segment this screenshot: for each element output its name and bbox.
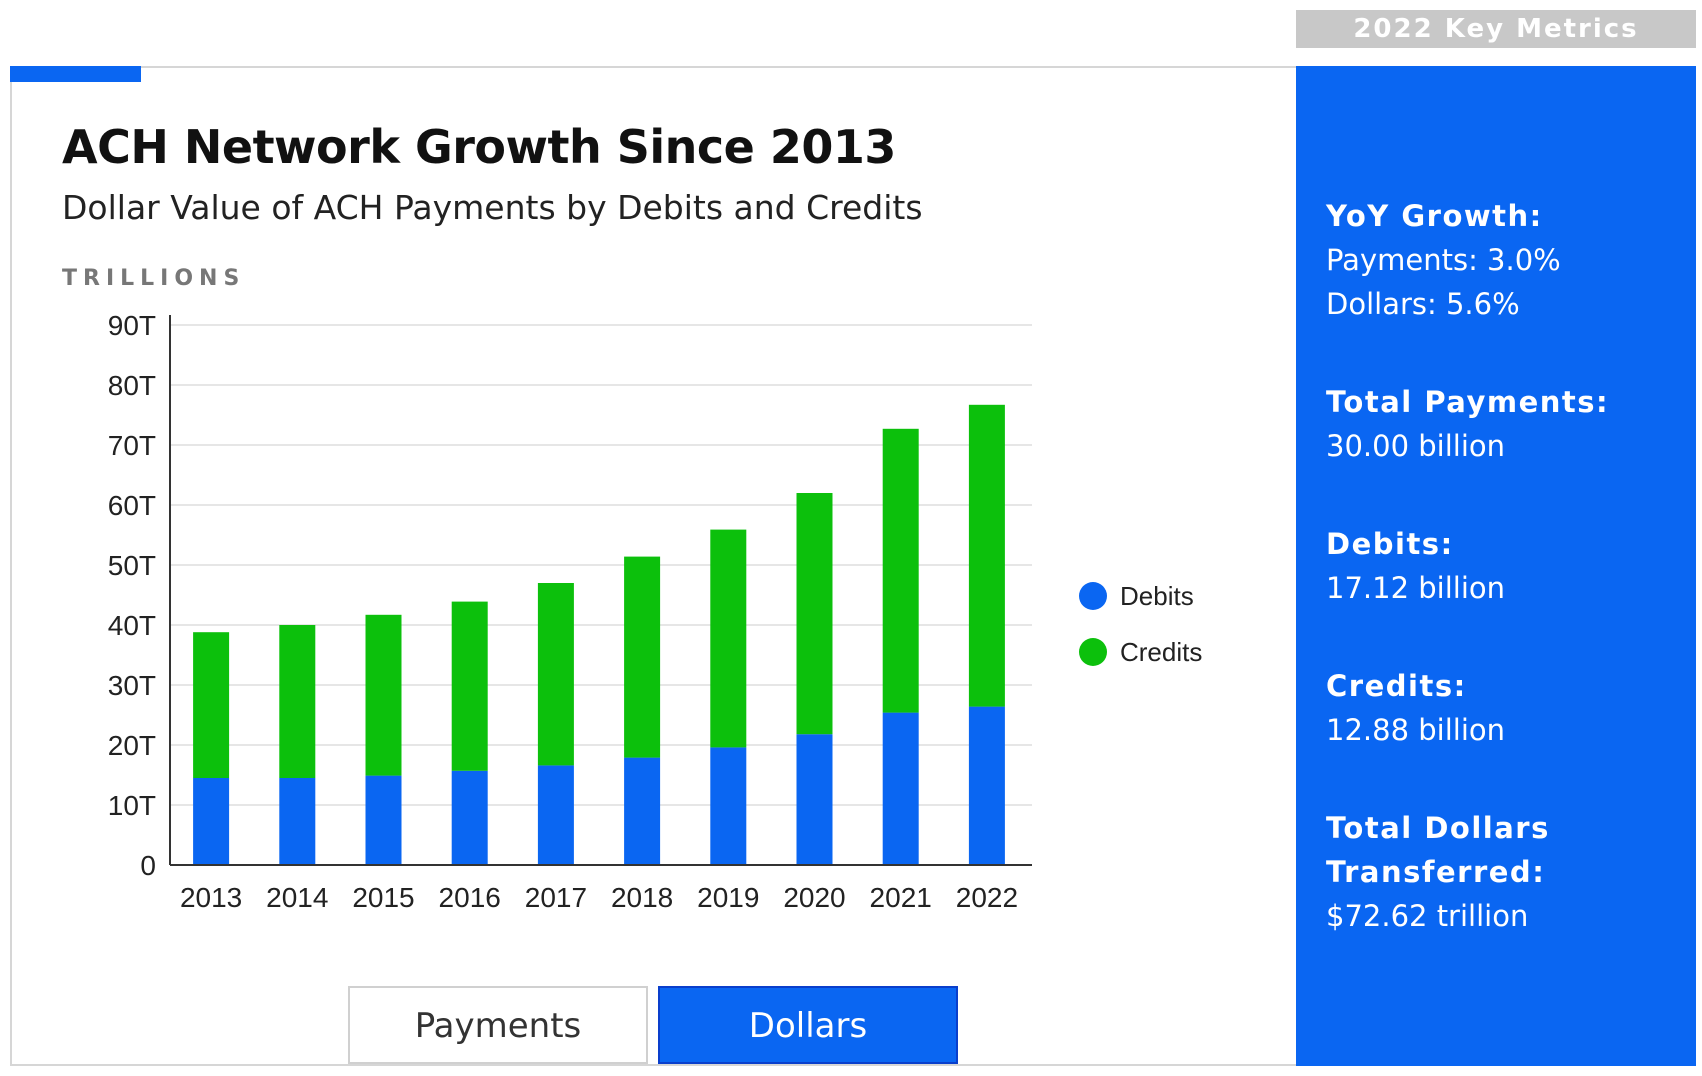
legend-marker-credits [1079, 638, 1107, 666]
chart-subtitle: Dollar Value of ACH Payments by Debits a… [62, 188, 923, 227]
x-tick-label: 2019 [697, 882, 759, 913]
bar-debits-2019 [710, 747, 747, 865]
metric-value: Dollars: 5.6% [1326, 287, 1520, 321]
bar-credits-2018 [624, 556, 661, 758]
legend-label-debits: Debits [1120, 581, 1194, 611]
key-metrics-sidebar: YoY Growth: Payments: 3.0% Dollars: 5.6%… [1296, 66, 1696, 1066]
x-tick-label: 2015 [352, 882, 414, 913]
metric-yoy-growth: YoY Growth: Payments: 3.0% Dollars: 5.6% [1326, 194, 1561, 326]
unit-label: TRILLIONS [62, 266, 246, 291]
bar-debits-2014 [279, 778, 316, 865]
metric-label: Transferred: [1326, 855, 1546, 889]
metric-label: Total Payments: [1326, 385, 1610, 419]
metric-total-payments: Total Payments: 30.00 billion [1326, 380, 1609, 468]
bar-debits-2018 [624, 757, 661, 865]
bar-debits-2017 [537, 765, 574, 865]
y-tick-label: 10T [108, 790, 156, 821]
metric-value: $72.62 trillion [1326, 899, 1529, 933]
metric-value: 17.12 billion [1326, 571, 1505, 605]
bar-debits-2020 [796, 734, 833, 865]
bar-credits-2015 [365, 614, 402, 776]
y-tick-label: 60T [108, 490, 156, 521]
y-tick-label: 90T [108, 310, 156, 341]
bar-credits-2021 [882, 428, 919, 713]
metric-debits: Debits: 17.12 billion [1326, 522, 1505, 610]
x-tick-label: 2016 [439, 882, 501, 913]
bar-credits-2013 [193, 632, 230, 778]
bar-credits-2016 [451, 601, 488, 771]
y-tick-label: 40T [108, 610, 156, 641]
metric-value: 30.00 billion [1326, 429, 1505, 463]
metric-label: YoY Growth: [1326, 199, 1543, 233]
bar-debits-2022 [968, 706, 1005, 865]
y-tick-label: 80T [108, 370, 156, 401]
metric-total-dollars: Total Dollars Transferred: $72.62 trilli… [1326, 806, 1550, 938]
y-tick-label: 50T [108, 550, 156, 581]
y-tick-label: 20T [108, 730, 156, 761]
bar-debits-2015 [365, 775, 402, 865]
key-metrics-tab: 2022 Key Metrics [1296, 10, 1696, 48]
bar-credits-2022 [968, 404, 1005, 707]
metric-label: Debits: [1326, 527, 1454, 561]
bar-credits-2014 [279, 625, 316, 778]
metric-label: Total Dollars [1326, 811, 1550, 845]
bar-debits-2021 [882, 712, 919, 865]
y-tick-label: 30T [108, 670, 156, 701]
bar-debits-2013 [193, 778, 230, 865]
metric-value: 12.88 billion [1326, 713, 1505, 747]
bar-debits-2016 [451, 770, 488, 865]
x-tick-label: 2020 [783, 882, 845, 913]
y-tick-label: 70T [108, 430, 156, 461]
metric-value: Payments: 3.0% [1326, 243, 1561, 277]
y-tick-label: 0 [140, 850, 156, 881]
legend-marker-debits [1079, 582, 1107, 610]
accent-bar [10, 66, 141, 82]
legend-label-credits: Credits [1120, 637, 1202, 667]
dollars-button[interactable]: Dollars [658, 986, 958, 1064]
chart-title: ACH Network Growth Since 2013 [62, 120, 896, 174]
bar-credits-2017 [537, 583, 574, 766]
bar-credits-2020 [796, 493, 833, 735]
metric-label: Credits: [1326, 669, 1467, 703]
x-tick-label: 2014 [266, 882, 328, 913]
x-tick-label: 2021 [870, 882, 932, 913]
bar-credits-2019 [710, 529, 747, 748]
x-tick-label: 2017 [525, 882, 587, 913]
payments-button[interactable]: Payments [348, 986, 648, 1064]
x-tick-label: 2022 [956, 882, 1018, 913]
metric-credits: Credits: 12.88 billion [1326, 664, 1505, 752]
x-tick-label: 2018 [611, 882, 673, 913]
x-tick-label: 2013 [180, 882, 242, 913]
